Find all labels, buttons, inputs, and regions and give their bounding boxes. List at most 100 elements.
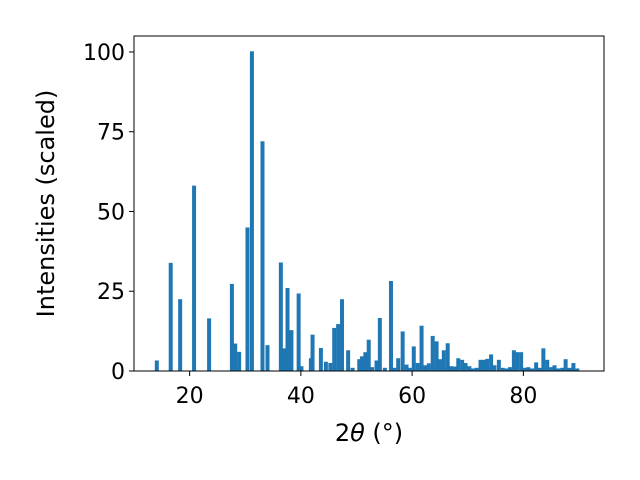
bar bbox=[374, 360, 379, 371]
y-tick-label: 25 bbox=[97, 280, 125, 305]
bar bbox=[278, 262, 283, 371]
bar bbox=[419, 325, 424, 371]
bar bbox=[328, 363, 333, 371]
bar bbox=[426, 363, 431, 371]
bar bbox=[508, 367, 512, 371]
bar bbox=[556, 368, 561, 371]
bar bbox=[478, 359, 483, 371]
bar bbox=[549, 367, 554, 371]
bar bbox=[310, 334, 315, 371]
bar bbox=[350, 367, 355, 371]
bar bbox=[245, 227, 250, 371]
bar bbox=[500, 367, 505, 371]
bar bbox=[407, 367, 412, 371]
bar bbox=[370, 367, 375, 371]
bar bbox=[496, 359, 501, 371]
bar bbox=[481, 359, 486, 371]
bars-group bbox=[154, 51, 580, 372]
bar bbox=[515, 352, 520, 371]
ticks-group: 20 40 60 80 0 25 50 75 100 bbox=[83, 41, 537, 409]
bar bbox=[560, 367, 565, 371]
bar bbox=[192, 185, 197, 371]
bar bbox=[460, 359, 465, 371]
bar bbox=[404, 364, 409, 371]
plot-frame bbox=[133, 35, 605, 372]
bar bbox=[332, 327, 337, 371]
bar bbox=[563, 359, 568, 371]
bar bbox=[400, 331, 405, 371]
bar bbox=[265, 345, 270, 371]
bar bbox=[449, 366, 454, 371]
bar bbox=[363, 352, 368, 371]
bar bbox=[463, 363, 468, 371]
x-tick-label: 60 bbox=[398, 384, 426, 409]
bar bbox=[470, 368, 475, 371]
x-tick-label: 80 bbox=[509, 384, 537, 409]
bar bbox=[438, 359, 443, 371]
bar bbox=[168, 262, 173, 371]
bar bbox=[467, 366, 472, 371]
bar bbox=[237, 351, 242, 371]
bar bbox=[336, 324, 341, 371]
bar bbox=[388, 281, 393, 371]
bar bbox=[504, 368, 509, 371]
y-tick-label: 75 bbox=[97, 121, 125, 146]
bar bbox=[392, 367, 397, 371]
bar bbox=[575, 368, 580, 371]
bar bbox=[492, 365, 497, 371]
bar bbox=[323, 361, 328, 371]
bar bbox=[538, 367, 543, 371]
bar bbox=[430, 335, 435, 371]
bar bbox=[285, 288, 290, 371]
bar bbox=[296, 293, 301, 371]
bar bbox=[511, 350, 516, 371]
bar bbox=[530, 368, 535, 371]
bar bbox=[534, 362, 539, 371]
y-tick-label: 0 bbox=[111, 360, 125, 385]
bar bbox=[207, 318, 212, 371]
bar bbox=[340, 299, 345, 371]
y-tick-label: 50 bbox=[97, 200, 125, 225]
bar bbox=[452, 366, 457, 371]
bar bbox=[456, 358, 461, 371]
bar bbox=[229, 283, 234, 371]
bar bbox=[299, 366, 304, 371]
bar bbox=[396, 358, 401, 371]
bar bbox=[441, 350, 446, 371]
bar bbox=[519, 352, 524, 371]
x-tick-label: 20 bbox=[176, 384, 204, 409]
bar bbox=[357, 359, 362, 371]
y-tick-label: 100 bbox=[83, 41, 125, 66]
bar bbox=[178, 299, 183, 371]
bar bbox=[552, 365, 557, 371]
bar bbox=[567, 367, 572, 371]
x-axis-label: 2θ (°) bbox=[335, 419, 403, 447]
bar bbox=[282, 348, 287, 371]
bar bbox=[423, 365, 428, 371]
bar bbox=[154, 360, 159, 371]
x-tick-label: 40 bbox=[287, 384, 315, 409]
bar bbox=[541, 348, 546, 371]
bar bbox=[474, 367, 479, 371]
bar bbox=[571, 363, 576, 371]
bar bbox=[523, 367, 528, 371]
bar bbox=[249, 51, 254, 372]
bar bbox=[289, 330, 294, 371]
bar bbox=[233, 343, 238, 371]
bar bbox=[377, 318, 382, 371]
bar bbox=[445, 343, 450, 371]
bar bbox=[360, 356, 365, 371]
bar bbox=[382, 367, 387, 371]
bar bbox=[489, 354, 494, 371]
bar bbox=[526, 367, 531, 371]
bar bbox=[260, 141, 265, 371]
bar bbox=[485, 358, 490, 371]
bar bbox=[545, 359, 550, 371]
y-axis-label: Intensities (scaled) bbox=[32, 90, 60, 318]
bar bbox=[318, 348, 323, 371]
bar bbox=[346, 350, 351, 371]
bar bbox=[434, 341, 439, 371]
bar bbox=[411, 346, 416, 371]
bar bbox=[366, 339, 371, 371]
